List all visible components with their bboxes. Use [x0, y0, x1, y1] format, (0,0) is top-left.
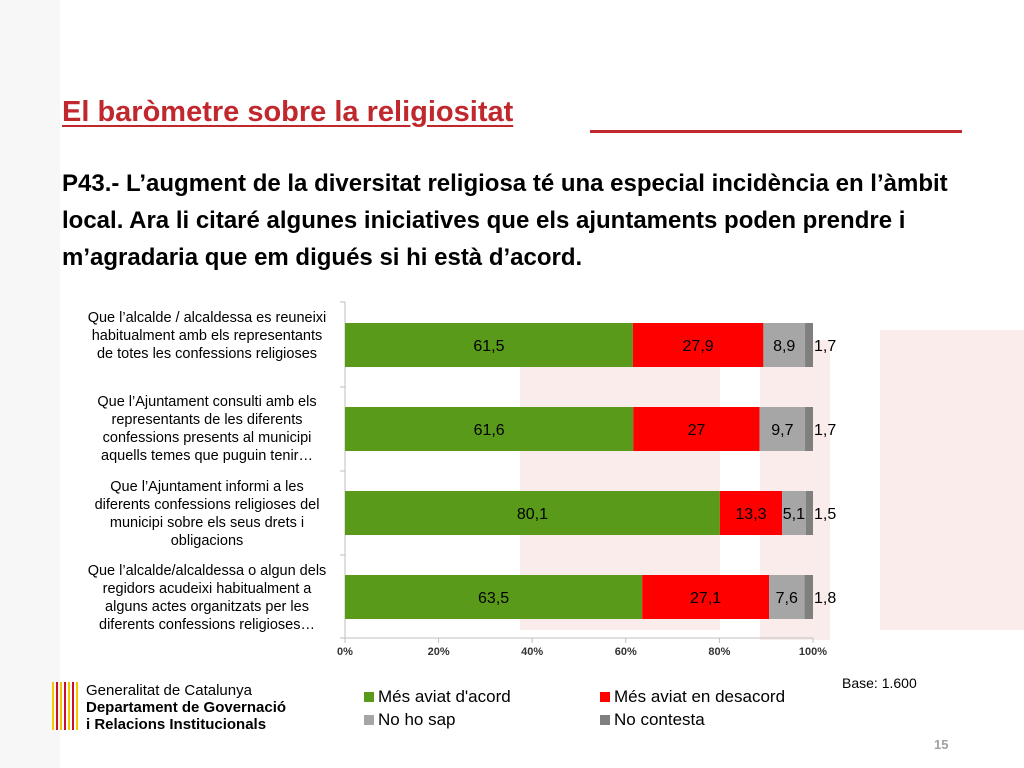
x-tick-label: 80%: [708, 646, 730, 658]
category-label: Que l’Ajuntament consulti amb els repres…: [97, 394, 317, 464]
bar-segment: [782, 491, 806, 535]
legend-label: No ho sap: [378, 710, 456, 729]
data-label: 1,7: [814, 422, 836, 439]
base-note: Base: 1.600: [842, 675, 917, 691]
category-label: Que l’alcalde / alcaldessa es reuneixi h…: [87, 310, 327, 362]
category-label: Que l’alcalde/alcaldessa o algun dels re…: [87, 563, 327, 633]
data-label: 8,9: [773, 338, 795, 355]
data-label: 1,7: [814, 338, 836, 355]
x-tick-label: 60%: [615, 646, 637, 658]
bar-segment: [719, 491, 783, 535]
x-tick-label: 100%: [799, 646, 827, 658]
legend-swatch-red: [600, 692, 610, 702]
bar-segment: [805, 323, 813, 367]
bar-segment: [345, 323, 633, 367]
data-label: 27: [688, 422, 706, 439]
bar-segment: [633, 407, 760, 451]
x-tick-label: 0%: [337, 646, 353, 658]
legend-item: No ho sap: [364, 710, 600, 730]
x-tick-label: 20%: [428, 646, 450, 658]
bar-segment: [632, 323, 764, 367]
data-label: 61,5: [473, 338, 504, 355]
category-label: Que l’Ajuntament informi a les diferents…: [94, 479, 320, 549]
data-label: 27,1: [690, 590, 721, 607]
data-label: 1,5: [814, 506, 836, 523]
legend-swatch-lightgray: [364, 715, 374, 725]
x-tick-label: 40%: [521, 646, 543, 658]
bar-segment: [642, 575, 770, 619]
data-label: 27,9: [683, 338, 714, 355]
chart-legend: Més aviat d'acord Més aviat en desacord …: [364, 687, 824, 730]
bar-segment: [805, 491, 813, 535]
bar-segment: [804, 575, 813, 619]
data-label: 61,6: [474, 422, 505, 439]
bar-segment: [345, 407, 634, 451]
data-label: 80,1: [517, 506, 548, 523]
legend-swatch-green: [364, 692, 374, 702]
bar-segment: [805, 407, 813, 451]
legend-item: No contesta: [600, 710, 820, 730]
logo-line-2: Departament de Governació: [86, 699, 287, 716]
logo-line-1: Generalitat de Catalunya: [86, 682, 252, 699]
senyera-icon: [52, 682, 78, 730]
legend-label: No contesta: [614, 710, 705, 729]
data-label: 63,5: [478, 590, 509, 607]
bar-segment: [759, 407, 806, 451]
logo-text: Generalitat de Catalunya Departament de …: [86, 682, 286, 733]
data-label: 5,1: [783, 506, 805, 523]
legend-item: Més aviat en desacord: [600, 687, 820, 707]
legend-item: Més aviat d'acord: [364, 687, 600, 707]
data-label: 7,6: [776, 590, 798, 607]
question-text: P43.- L’augment de la diversitat religio…: [62, 170, 948, 271]
bar-segment: [345, 491, 720, 535]
generalitat-logo: Generalitat de Catalunya Departament de …: [52, 682, 286, 733]
legend-label: Més aviat en desacord: [614, 687, 786, 706]
bar-segment: [763, 323, 806, 367]
data-label: 13,3: [735, 506, 766, 523]
bar-segment: [769, 575, 805, 619]
legend-swatch-darkgray: [600, 715, 610, 725]
page-number: 15: [934, 737, 949, 752]
bar-segment: [345, 575, 643, 619]
legend-label: Més aviat d'acord: [378, 687, 511, 706]
slide-title: El baròmetre sobre la religiositat: [62, 96, 514, 128]
logo-line-3: i Relacions Institucionals: [86, 716, 267, 733]
data-label: 9,7: [771, 422, 793, 439]
title-underline: [590, 130, 962, 133]
data-label: 1,8: [814, 590, 836, 607]
